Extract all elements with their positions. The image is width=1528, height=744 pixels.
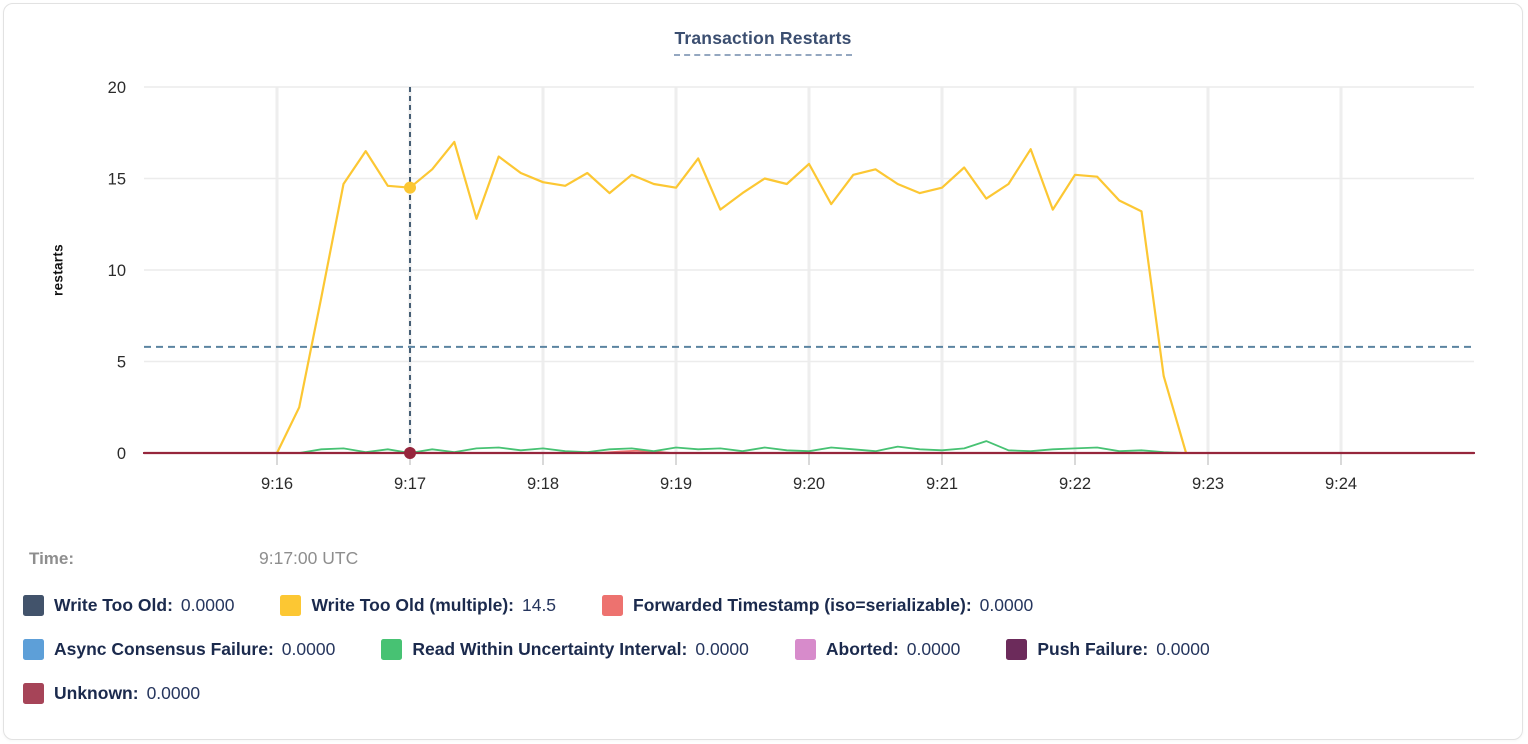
- legend-item-write-too-old-multiple[interactable]: Write Too Old (multiple): 14.5: [280, 595, 556, 616]
- legend-swatch-icon: [381, 639, 403, 660]
- hover-point-unknown: [404, 447, 416, 459]
- x-tick-label: 9:22: [1059, 475, 1091, 493]
- legend-item-forwarded-timestamp-iso-serializable[interactable]: Forwarded Timestamp (iso=serializable): 0…: [602, 595, 1033, 616]
- hover-time-label: Time:: [29, 548, 75, 568]
- legend-swatch-icon: [1006, 639, 1028, 660]
- legend-series-name: Async Consensus Failure:: [54, 639, 274, 659]
- legend-series-name: Write Too Old:: [54, 595, 173, 615]
- legend-series-value: 0.0000: [695, 639, 749, 659]
- chart-legend: Write Too Old: 0.0000 Write Too Old (multi…: [23, 595, 1513, 727]
- legend-series-value: 0.0000: [1156, 639, 1210, 659]
- legend-series-name: Write Too Old (multiple):: [311, 595, 514, 615]
- legend-series-name: Forwarded Timestamp (iso=serializable):: [633, 595, 972, 615]
- legend-item-read-within-uncertainty-interval[interactable]: Read Within Uncertainty Interval: 0.0000: [381, 639, 749, 660]
- legend-series-name: Read Within Uncertainty Interval:: [412, 639, 688, 659]
- legend-row: Write Too Old: 0.0000 Write Too Old (multi…: [23, 595, 1513, 616]
- legend-swatch-icon: [794, 639, 816, 660]
- legend-series-value: 0.0000: [906, 639, 961, 659]
- legend-item-write-too-old[interactable]: Write Too Old: 0.0000: [23, 595, 234, 616]
- y-tick-label: 5: [117, 354, 126, 372]
- legend-series-value: 0.0000: [281, 639, 336, 659]
- legend-row: Unknown: 0.0000: [23, 683, 1513, 704]
- legend-swatch-icon: [602, 595, 624, 616]
- hover-point-write-too-old-multiple: [404, 181, 416, 194]
- x-tick-label: 9:17: [394, 475, 426, 493]
- legend-item-unknown[interactable]: Unknown: 0.0000: [23, 683, 200, 704]
- chart-card: Transaction Restarts restarts 9:16 9:17 9:…: [3, 3, 1523, 740]
- legend-swatch-icon: [280, 595, 302, 616]
- legend-series-value: 0.0000: [180, 595, 235, 615]
- legend-row: Async Consensus Failure: 0.0000 Read Withi…: [23, 639, 1513, 660]
- legend-series-value: 0.0000: [146, 683, 201, 703]
- x-tick-label: 9:18: [527, 475, 559, 493]
- x-tick-label: 9:24: [1325, 475, 1357, 493]
- chart-header: Transaction Restarts: [4, 28, 1522, 56]
- legend-series-name: Push Failure:: [1037, 639, 1149, 659]
- legend-swatch-icon: [23, 639, 44, 660]
- hover-time-value: 9:17:00 UTC: [259, 548, 359, 568]
- series-line-write-too-old-multiple: [275, 140, 1187, 455]
- y-tick-label: 10: [108, 262, 126, 280]
- transaction-restarts-chart[interactable]: 9:16 9:17 9:18 9:19 9:20 9:21 9:22 9:23 9:24 0 5 10…: [4, 4, 1523, 524]
- legend-item-async-consensus-failure[interactable]: Async Consensus Failure: 0.0000: [23, 639, 335, 660]
- legend-series-name: Unknown:: [54, 683, 139, 703]
- legend-item-aborted[interactable]: Aborted: 0.0000: [794, 639, 961, 660]
- y-tick-label: 0: [117, 445, 126, 463]
- legend-item-push-failure[interactable]: Push Failure: 0.0000: [1006, 639, 1210, 660]
- y-tick-label: 15: [108, 171, 126, 189]
- series-line-read-within-uncertainty-interval: [298, 440, 1187, 454]
- chart-title[interactable]: Transaction Restarts: [674, 28, 852, 56]
- legend-series-value: 14.5: [521, 595, 557, 615]
- legend-swatch-icon: [23, 595, 44, 616]
- x-tick-label: 9:19: [660, 475, 692, 493]
- hover-readout: Time: 9:17:00 UTC: [29, 548, 358, 569]
- x-tick-label: 9:21: [926, 475, 958, 493]
- x-tick-label: 9:16: [261, 475, 293, 493]
- x-tick-label: 9:20: [793, 475, 825, 493]
- legend-series-value: 0.0000: [979, 595, 1034, 615]
- legend-series-name: Aborted:: [825, 639, 899, 659]
- y-tick-label: 20: [108, 79, 126, 97]
- x-tick-label: 9:23: [1192, 475, 1224, 493]
- legend-swatch-icon: [23, 683, 44, 704]
